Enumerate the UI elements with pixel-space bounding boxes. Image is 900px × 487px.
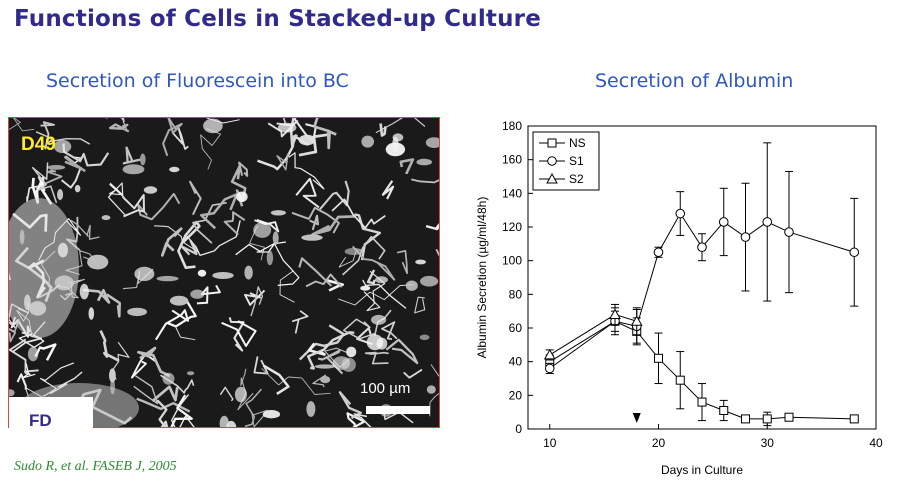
- y-tick-label: 140: [502, 186, 522, 200]
- data-point-ns: [849, 414, 859, 424]
- data-point-s1: [718, 217, 729, 227]
- slide-title: Functions of Cells in Stacked-up Culture: [14, 6, 542, 32]
- data-point-ns: [697, 397, 707, 407]
- x-axis-label: Days in Culture: [661, 463, 743, 477]
- chart-heading: Secretion of Albumin: [595, 70, 794, 92]
- legend-marker-ns: [547, 138, 557, 148]
- treatment-arrow-marker: [632, 413, 641, 423]
- x-tick-label: 20: [652, 436, 666, 450]
- legend-marker-s1: [547, 156, 557, 166]
- data-point-s1: [653, 247, 664, 258]
- y-tick-label: 0: [515, 422, 522, 436]
- x-tick-label: 40: [869, 436, 883, 450]
- data-point-s2: [543, 348, 556, 360]
- x-tick-label: 30: [761, 436, 775, 450]
- legend-label-ns: NS: [569, 136, 586, 150]
- data-point-s1: [697, 242, 707, 252]
- data-point-ns: [654, 353, 663, 363]
- legend: NS S1 S2: [532, 131, 600, 191]
- legend-label-s1: S1: [569, 154, 584, 168]
- citation: Sudo R, et al. FASEB J, 2005: [14, 459, 177, 474]
- fluorescence-micrograph: D49 100 µm: [8, 117, 440, 428]
- data-point-s1: [849, 247, 860, 258]
- y-tick-label: 160: [502, 153, 522, 167]
- series-s2: [543, 303, 643, 361]
- legend-marker-s2: [546, 172, 558, 184]
- scale-bar: [366, 406, 430, 414]
- data-point-ns: [741, 414, 750, 424]
- albumin-chart: 0 20 40 60 80 100 120 140 160 180 10 20 30 40 Days in …: [475, 119, 883, 477]
- data-point-ns: [762, 414, 772, 424]
- data-point-s2: [609, 308, 621, 320]
- fd-label: FD: [29, 411, 52, 430]
- y-tick-label: 20: [509, 388, 523, 402]
- day-label: D49: [21, 134, 56, 155]
- data-point-s1: [740, 232, 751, 242]
- data-point-s1: [784, 227, 794, 237]
- data-point-ns: [675, 375, 685, 385]
- y-tick-label: 60: [509, 321, 523, 335]
- micrograph-heading: Secretion of Fluorescein into BC: [46, 70, 349, 92]
- y-tick-label: 100: [502, 254, 522, 268]
- x-tick-label: 10: [543, 436, 557, 450]
- data-point-ns: [784, 412, 794, 422]
- y-axis-label: Albumin Secretion (µg/ml/48h): [475, 197, 489, 359]
- y-tick-label: 80: [509, 287, 523, 301]
- y-tick-label: 120: [502, 220, 522, 234]
- y-tick-label: 180: [502, 119, 522, 133]
- data-point-s1: [675, 208, 686, 219]
- data-point-ns: [719, 405, 729, 415]
- scale-bar-label: 100 µm: [360, 380, 411, 397]
- fd-label-box: FD: [9, 397, 93, 447]
- legend-label-s2: S2: [569, 172, 584, 186]
- y-tick-label: 40: [509, 355, 523, 369]
- data-point-s1: [762, 217, 773, 227]
- data-point-s2: [630, 315, 643, 326]
- plot-frame: [527, 125, 877, 430]
- data-point-s1: [544, 363, 555, 374]
